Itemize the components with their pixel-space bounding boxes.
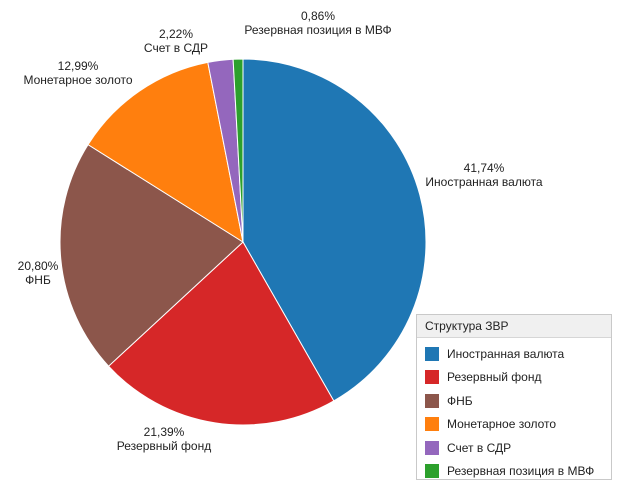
legend-swatch (425, 417, 439, 432)
slice-category-label: Резервная позиция в МВФ (244, 23, 391, 37)
slice-reserve-fund (107, 241, 335, 426)
legend-item-monetary-gold: Монетарное золото (425, 413, 611, 437)
legend-item-imf-reserve-position: Резервная позиция в МВФ (425, 460, 611, 484)
slice-value-label: 2,22% (159, 27, 193, 41)
legend-title: Структура ЗВР (417, 315, 611, 338)
legend-label: Резервный фонд (447, 370, 542, 385)
legend: Структура ЗВР Иностранная валюта Резервн… (416, 314, 612, 480)
slice-imf-reserve-position (232, 58, 244, 243)
legend-item-fnb: ФНБ (425, 389, 611, 413)
legend-label: Счет в СДР (447, 440, 512, 455)
legend-swatch (425, 464, 439, 479)
legend-label: Иностранная валюта (447, 346, 565, 361)
legend-item-foreign-currency: Иностранная валюта (425, 342, 611, 366)
legend-label: ФНБ (447, 393, 473, 408)
legend-swatch (425, 440, 439, 455)
legend-label: Монетарное золото (447, 417, 557, 432)
legend-swatch (425, 393, 439, 408)
slice-category-label: Резервный фонд (117, 439, 211, 453)
slice-foreign-currency (242, 58, 427, 402)
slice-value-label: 12,99% (58, 59, 99, 73)
slice-value-label: 20,80% (18, 259, 59, 273)
legend-item-sdr-account: Счет в СДР (425, 436, 611, 460)
slice-value-label: 21,39% (144, 425, 185, 439)
legend-swatch (425, 346, 439, 361)
slice-category-label: Счет в СДР (144, 41, 208, 55)
slice-monetary-gold (87, 61, 244, 244)
slice-value-label: 41,74% (464, 161, 505, 175)
slice-category-label: ФНБ (25, 273, 51, 287)
slice-category-label: Монетарное золото (23, 73, 132, 87)
slice-category-label: Иностранная валюта (425, 175, 543, 189)
pie-slices (59, 58, 427, 426)
legend-label: Резервная позиция в МВФ (447, 464, 595, 479)
slice-value-label: 0,86% (301, 9, 335, 23)
legend-item-reserve-fund: Резервный фонд (425, 366, 611, 390)
slice-fnb (59, 143, 244, 367)
legend-items: Иностранная валюта Резервный фонд ФНБ Мо… (417, 338, 611, 483)
legend-swatch (425, 370, 439, 385)
pie-labels: 41,74%Иностранная валюта21,39%Резервный … (18, 9, 543, 453)
